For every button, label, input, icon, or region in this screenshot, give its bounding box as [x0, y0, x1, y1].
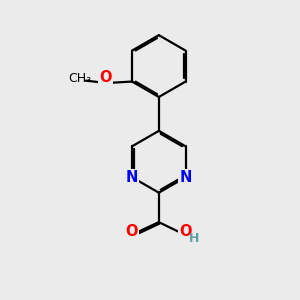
Text: N: N — [179, 170, 192, 185]
Text: O: O — [125, 224, 138, 239]
Text: O: O — [179, 224, 192, 239]
Text: CH₃: CH₃ — [68, 72, 91, 85]
Text: H: H — [189, 232, 199, 245]
Text: O: O — [100, 70, 112, 85]
Text: N: N — [126, 170, 138, 185]
